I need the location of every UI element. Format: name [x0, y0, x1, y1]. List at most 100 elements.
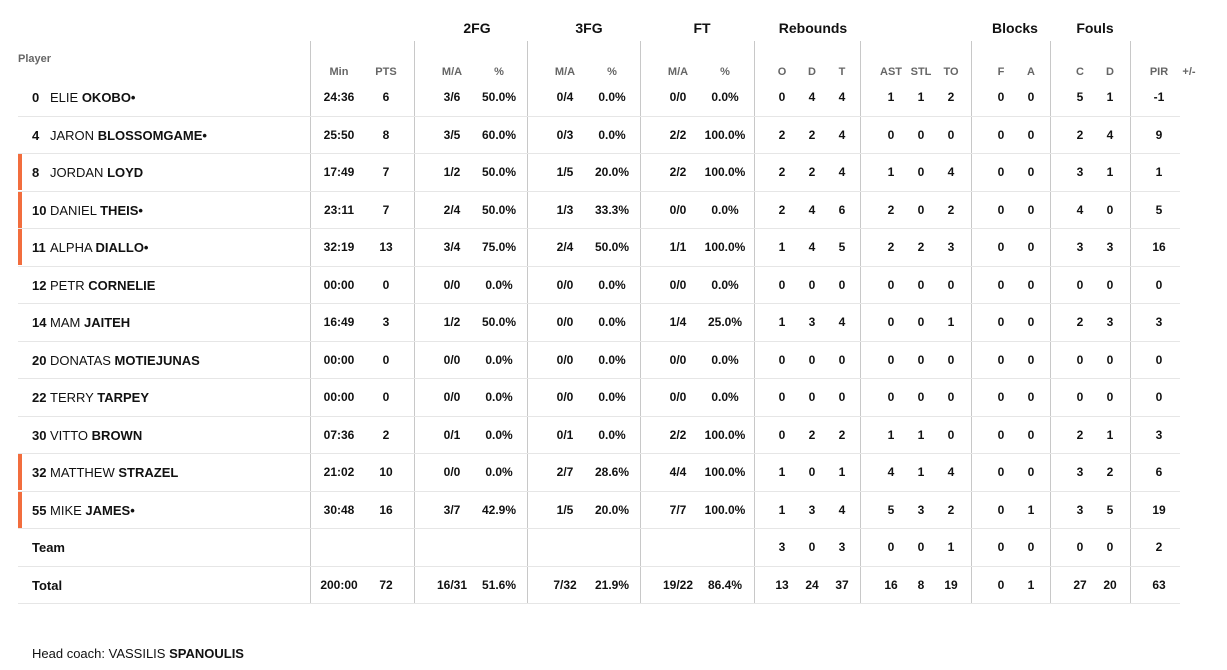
player-name[interactable]: JORDAN LOYD [50, 165, 143, 180]
table-row[interactable]: 10 DANIEL THEIS• 23:11 7 2/4 50.0% 1/3 33.3% 0/0… [18, 191, 1180, 229]
cell-reb-t: 4 [838, 502, 846, 517]
row-accent-bar [18, 491, 22, 528]
cell-to: 19 [944, 577, 958, 592]
cell-reb-t: 37 [835, 577, 849, 592]
cell-blk-a: 1 [1027, 502, 1035, 517]
cell-ast: 16 [884, 577, 898, 592]
player-name[interactable]: ALPHA DIALLO• [50, 240, 148, 255]
cell-reb-t: 4 [838, 165, 846, 179]
cell-stl: 0 [917, 202, 925, 217]
cell-fg3-pct: 33.3% [594, 202, 630, 217]
column-header-blk-f: F [997, 66, 1005, 78]
column-header-ft-pct: % [720, 66, 730, 78]
cell-ft-pct: 100.0% [704, 502, 746, 517]
cell-reb-o: 1 [778, 240, 786, 254]
cell-reb-o: 0 [778, 427, 786, 442]
player-last-name: OKOBO• [81, 90, 136, 105]
cell-ft-pct: 100.0% [704, 427, 746, 442]
player-name[interactable]: MIKE JAMES• [50, 503, 135, 518]
cell-reb-d: 2 [808, 427, 816, 442]
cell-fg2-pct: 0.0% [485, 277, 513, 292]
cell-pts: 2 [382, 427, 390, 442]
cell-fg3-pct: 21.9% [594, 577, 630, 592]
player-first-name: PETR [50, 277, 85, 293]
table-row[interactable]: 12 PETR CORNELIE 00:00 0 0/0 0.0% 0/0 0.0% 0/0 0.… [18, 267, 1180, 304]
cell-fg3-pct: 0.0% [598, 315, 626, 329]
table-row[interactable]: 4 JARON BLOSSOMGAME• 25:50 8 3/5 60.0% 0/3 0.0%… [18, 117, 1180, 154]
cell-reb-t: 4 [838, 127, 846, 142]
cell-blk-f: 0 [997, 315, 1005, 329]
cell-fg2-pct: 0.0% [485, 427, 513, 442]
cell-fg3-pct: 50.0% [594, 240, 630, 254]
cell-fg2-ma: 3/6 [443, 90, 461, 104]
player-name[interactable]: JARON BLOSSOMGAME• [50, 128, 207, 143]
player-name[interactable]: TERRY TARPEY [50, 390, 149, 405]
cell-stl: 0 [917, 127, 925, 142]
cell-stl: 8 [917, 577, 925, 592]
player-last-name: CORNELIE [88, 277, 156, 293]
cell-foul-d: 5 [1106, 502, 1114, 517]
cell-blk-f: 0 [997, 577, 1005, 592]
table-row[interactable]: 20 DONATAS MOTIEJUNAS 00:00 0 0/0 0.0% 0/0 0.0%… [18, 342, 1180, 379]
cell-ft-ma: 0/0 [669, 90, 687, 104]
cell-ft-ma: 2/2 [669, 127, 687, 142]
table-row[interactable]: 8 JORDAN LOYD 17:49 7 1/2 50.0% 1/5 20.0% 2/2 100… [18, 154, 1180, 192]
player-first-name: TERRY [50, 390, 94, 405]
cell-to: 0 [947, 127, 955, 142]
player-name[interactable]: ELIE OKOBO• [50, 90, 135, 105]
cell-blk-f: 0 [997, 165, 1005, 179]
table-row[interactable]: 55 MIKE JAMES• 30:48 16 3/7 42.9% 1/5 20.0% 7/7 1… [18, 491, 1180, 529]
player-name[interactable]: VITTO BROWN [50, 428, 142, 443]
player-number: 30 [32, 427, 47, 443]
cell-pir: 16 [1152, 240, 1166, 254]
cell-reb-o: 0 [778, 277, 786, 292]
table-row[interactable]: 11 ALPHA DIALLO• 32:19 13 3/4 75.0% 2/4 50.0% 1/… [18, 229, 1180, 267]
cell-fg2-ma: 0/0 [443, 390, 461, 404]
cell-blk-a: 0 [1027, 240, 1035, 254]
player-name[interactable]: MAM JAITEH [50, 315, 130, 330]
cell-reb-o: 1 [778, 315, 786, 329]
player-last-name: THEIS• [100, 202, 143, 218]
cell-reb-o: 13 [775, 577, 789, 592]
player-name[interactable]: DONATAS MOTIEJUNAS [50, 353, 200, 368]
cell-blk-f: 0 [997, 202, 1005, 217]
cell-ft-pct: 100.0% [704, 127, 746, 142]
cell-ft-pct: 0.0% [711, 277, 739, 292]
cell-reb-d: 3 [808, 315, 816, 329]
column-header-reb-t: T [838, 66, 846, 78]
player-name[interactable]: PETR CORNELIE [50, 278, 155, 293]
cell-ft-ma: 0/0 [669, 352, 687, 367]
cell-ft-ma: 0/0 [669, 202, 687, 217]
cell-reb-o: 3 [778, 540, 786, 554]
cell-fg2-ma: 3/7 [443, 502, 461, 517]
cell-fg2-ma: 0/0 [443, 277, 461, 292]
column-header-pts: PTS [375, 66, 397, 78]
cell-reb-t: 0 [838, 352, 846, 367]
group-fouls: Fouls [1076, 20, 1114, 36]
cell-ast: 0 [887, 277, 895, 292]
cell-to: 1 [947, 315, 955, 329]
cell-fg3-ma: 7/32 [553, 577, 577, 592]
player-number: 11 [32, 240, 46, 255]
cell-pir: 63 [1152, 577, 1166, 592]
table-row[interactable]: 22 TERRY TARPEY 00:00 0 0/0 0.0% 0/0 0.0% 0/0 0.0… [18, 379, 1180, 417]
column-header-fg3-ma: M/A [554, 66, 576, 78]
cell-pts: 7 [382, 202, 390, 217]
cell-fg3-ma: 0/4 [556, 90, 574, 104]
cell-ft-ma: 1/1 [669, 240, 687, 254]
table-row[interactable]: 32 MATTHEW STRAZEL 21:02 10 0/0 0.0% 2/7 28.6% 4… [18, 454, 1180, 492]
cell-reb-o: 0 [778, 352, 786, 367]
cell-to: 4 [947, 465, 955, 479]
table-row[interactable]: 14 MAM JAITEH 16:49 3 1/2 50.0% 0/0 0.0% 1/4 25.0… [18, 304, 1180, 342]
cell-fg3-ma: 0/3 [556, 127, 574, 142]
player-name[interactable]: DANIEL THEIS• [50, 203, 143, 218]
player-name[interactable]: MATTHEW STRAZEL [50, 465, 178, 480]
table-row[interactable]: 30 VITTO BROWN 07:36 2 0/1 0.0% 0/1 0.0% 2/2 100.… [18, 417, 1180, 454]
column-header-stl: STL [910, 66, 932, 78]
column-header-to: TO [943, 66, 959, 78]
cell-reb-o: 0 [778, 90, 786, 104]
cell-blk-f: 0 [997, 352, 1005, 367]
table-row[interactable]: 0 ELIE OKOBO• 24:36 6 3/6 50.0% 0/4 0.0% 0/0 0.0%… [18, 79, 1180, 117]
row-accent-bar [18, 229, 22, 265]
cell-blk-f: 0 [997, 540, 1005, 554]
